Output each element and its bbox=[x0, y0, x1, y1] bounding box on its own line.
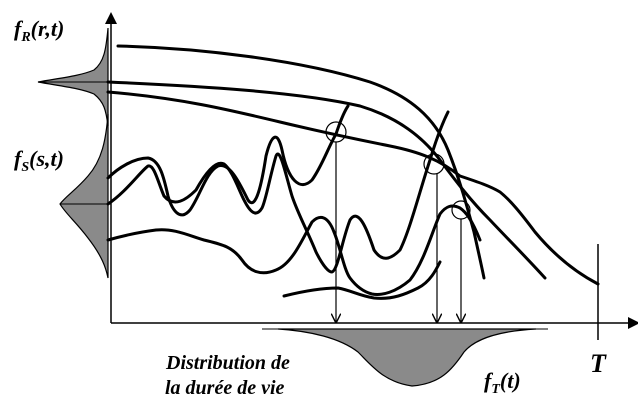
stress-label: fS(s,t) bbox=[14, 146, 64, 175]
stress-curve-2 bbox=[106, 110, 450, 274]
distribution-caption-line2: la durée de vie bbox=[165, 377, 285, 399]
distribution-caption-line1: Distribution de bbox=[165, 352, 290, 374]
resistance-distribution bbox=[37, 27, 109, 127]
stress-curve-3 bbox=[106, 204, 482, 296]
resistance-curve-1 bbox=[116, 44, 486, 280]
time-t-label: T bbox=[590, 349, 607, 378]
stress-curve-4 bbox=[282, 260, 442, 300]
resistance-curve-2 bbox=[106, 80, 547, 280]
stress-distribution bbox=[59, 113, 109, 279]
lifetime-label: fT(t) bbox=[484, 368, 521, 397]
lifetime-distribution bbox=[277, 328, 537, 387]
resistance-curve-3 bbox=[106, 90, 600, 286]
failure-point-2 bbox=[423, 153, 445, 175]
resistance-label: fR(r,t) bbox=[14, 16, 64, 45]
stress-curve-1 bbox=[106, 104, 350, 217]
